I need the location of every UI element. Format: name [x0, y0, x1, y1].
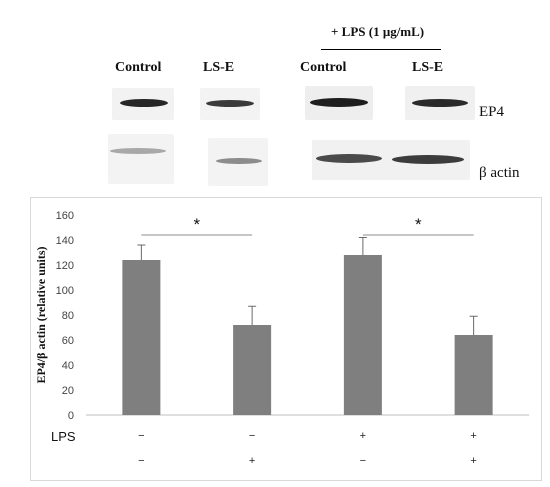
y-tick-label: 20	[62, 385, 74, 397]
y-tick-label: 0	[68, 410, 74, 422]
actin-band-1	[110, 148, 166, 154]
y-tick-label: 120	[56, 260, 74, 272]
lps-bracket-line	[321, 49, 441, 50]
ep4-band-4	[412, 99, 468, 107]
lse-sign: −	[138, 455, 144, 467]
actin-lane-bg-1	[108, 134, 174, 184]
y-tick-label: 60	[62, 335, 74, 347]
y-tick-label: 140	[56, 235, 74, 247]
lane-label-control-lps: Control	[300, 60, 347, 75]
ep4-band-3	[310, 98, 368, 107]
lane-label-lse-lps: LS-E	[412, 60, 444, 75]
bar	[454, 335, 493, 415]
y-tick-label: 160	[56, 210, 74, 222]
actin-band-3	[316, 154, 382, 163]
lps-sign: −	[249, 430, 255, 442]
ep4-band-1	[120, 99, 168, 107]
chart-frame: EP4/β actin (relative units) 0 20 40 60 80 10…	[30, 197, 542, 481]
significance-star: *	[415, 215, 422, 234]
y-tick-label: 80	[62, 310, 74, 322]
protein-label-ep4: EP4	[479, 104, 505, 120]
lse-sign: +	[470, 455, 476, 467]
bar	[343, 255, 382, 415]
actin-band-4	[392, 155, 464, 164]
bar	[122, 260, 161, 415]
protein-label-beta-actin: β actin	[479, 165, 520, 181]
western-blot-image	[100, 82, 480, 192]
lane-label-control: Control	[115, 60, 162, 75]
lps-sign: +	[470, 430, 476, 442]
lps-sign: −	[138, 430, 144, 442]
lse-sign: +	[249, 455, 255, 467]
y-axis-label: EP4/β actin (relative units)	[34, 246, 48, 383]
lse-sign: −	[360, 455, 366, 467]
significance-star: *	[193, 215, 200, 234]
row-label-lps: LPS	[51, 429, 76, 444]
lps-header: + LPS (1 μg/mL)	[331, 24, 425, 39]
lane-label-lse: LS-E	[203, 60, 235, 75]
bar-chart: EP4/β actin (relative units) 0 20 40 60 80 10…	[34, 210, 529, 467]
y-tick-label: 100	[56, 285, 74, 297]
lps-sign: +	[360, 430, 366, 442]
bar	[233, 325, 272, 415]
actin-band-2	[216, 158, 262, 164]
y-tick-label: 40	[62, 360, 74, 372]
ep4-band-2	[206, 100, 254, 107]
